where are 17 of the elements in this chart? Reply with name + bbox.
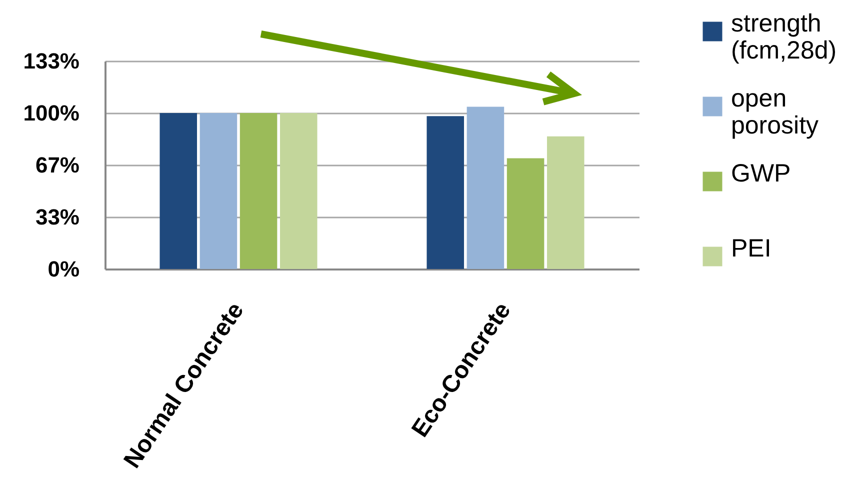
bar	[506, 158, 544, 269]
y-tick-label: 67%	[35, 152, 80, 178]
bar	[546, 136, 584, 269]
y-tick-label: 133%	[23, 48, 80, 74]
y-tick-label: 0%	[48, 256, 80, 282]
bar	[240, 112, 278, 269]
legend-label: strength (fcm,28d)	[731, 10, 837, 64]
legend-label: PEI	[731, 234, 772, 262]
bar	[200, 112, 238, 269]
y-tick-label: 100%	[23, 100, 80, 126]
bar	[160, 112, 198, 269]
bar	[466, 106, 504, 269]
y-tick-label: 33%	[35, 204, 80, 230]
legend-label: open porosity	[731, 84, 820, 140]
legend-label: GWP	[731, 160, 791, 188]
bar	[426, 116, 464, 269]
bar	[280, 112, 318, 269]
